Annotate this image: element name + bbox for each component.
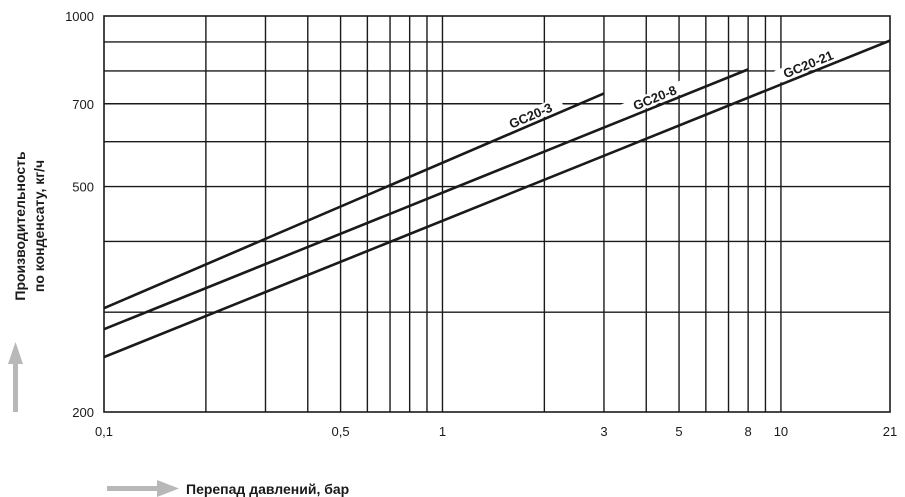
x-tick-label: 8 — [745, 424, 752, 439]
x-tick-label: 3 — [600, 424, 607, 439]
series-line — [103, 39, 891, 359]
x-tick-label: 21 — [883, 424, 897, 439]
y-tick-label: 200 — [72, 405, 94, 420]
y-axis-title-line1: Производительность — [12, 151, 28, 301]
y-tick-label: 700 — [72, 97, 94, 112]
y-tick-label: 1000 — [65, 9, 94, 24]
x-tick-label: 10 — [774, 424, 788, 439]
x-axis-arrow-shaft — [107, 486, 159, 491]
series-labels: GC20-3 GC20-8 GC20-21 — [496, 45, 843, 136]
series-label: GC20-21 — [781, 48, 836, 82]
series-layer — [103, 39, 891, 359]
series-label: GC20-8 — [631, 82, 679, 113]
y-axis-arrow-head — [8, 342, 23, 364]
x-tick-label: 0,5 — [332, 424, 350, 439]
series-label-background — [496, 96, 565, 136]
x-tick-label: 5 — [675, 424, 682, 439]
x-tick-label: 1 — [439, 424, 446, 439]
x-axis-title: Перепад давлений, бар — [186, 481, 349, 497]
x-tick-labels: 0,1 0,5 1 3 5 8 10 21 — [95, 424, 897, 439]
y-axis-arrow-shaft — [13, 362, 18, 412]
series-line — [103, 68, 749, 331]
plot-frame — [103, 15, 891, 413]
series-label-background — [620, 79, 689, 117]
y-tick-labels: 200 500 700 1000 — [65, 9, 94, 420]
grid — [104, 16, 890, 412]
series-label-background — [774, 45, 843, 84]
x-tick-label: 0,1 — [95, 424, 113, 439]
series-line — [103, 92, 605, 310]
y-axis-title-line2: по конденсату, кг/ч — [31, 160, 47, 292]
series-label: GC20-3 — [507, 100, 555, 132]
y-tick-label: 500 — [72, 180, 94, 195]
x-axis-arrow-head — [157, 480, 179, 497]
